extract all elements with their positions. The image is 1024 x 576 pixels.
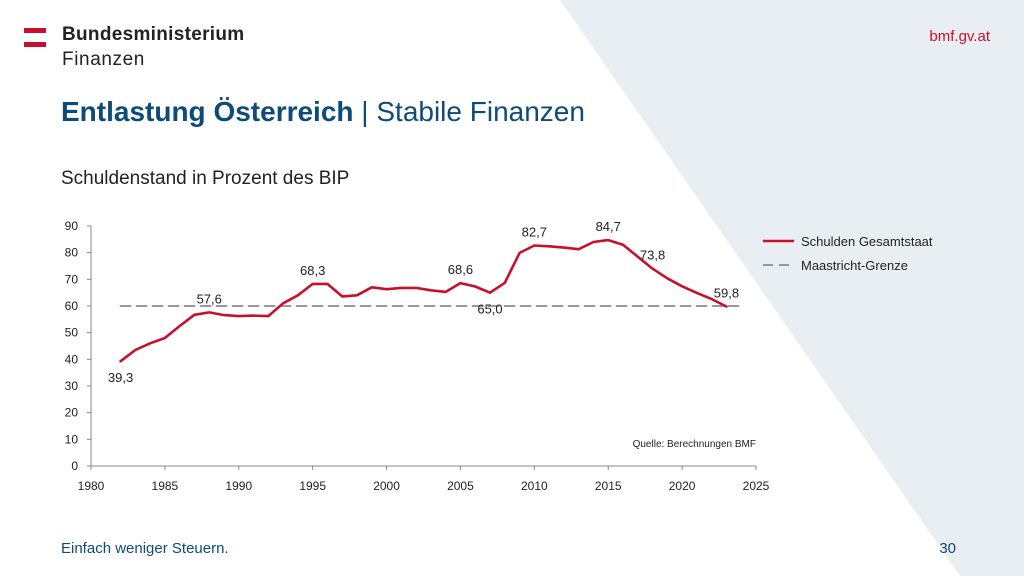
data-label: 84,7 <box>596 219 621 234</box>
y-tick-label: 70 <box>65 272 79 286</box>
x-tick-label: 2025 <box>743 479 770 493</box>
data-label: 68,6 <box>448 262 473 277</box>
chart-axes: 0 10 20 30 40 50 60 70 80 90 1980 1985 1990 1995 2000 2… <box>65 219 770 493</box>
title-bold: Entlastung Österreich <box>61 96 354 127</box>
austrian-flag-icon <box>24 28 46 49</box>
chart-legend: Schulden Gesamtstaat Maastricht-Grenze <box>763 234 933 273</box>
legend-label: Maastricht-Grenze <box>801 258 908 273</box>
data-label: 59,8 <box>714 286 739 301</box>
y-tick-label: 10 <box>65 432 79 446</box>
x-tick-label: 2015 <box>595 479 622 493</box>
y-tick-label: 60 <box>65 299 79 313</box>
data-label: 65,0 <box>477 302 502 317</box>
y-tick-label: 40 <box>65 352 79 366</box>
page-number: 30 <box>939 540 956 557</box>
ministry-name-line1: Bundesministerium <box>62 24 245 45</box>
chart-data-labels: 39,3 57,6 68,3 68,6 65,0 82,7 84,7 73,8 59,8 <box>108 219 739 385</box>
x-tick-label: 1990 <box>225 479 252 493</box>
x-tick-label: 1985 <box>152 479 179 493</box>
chart-subtitle: Schuldenstand in Prozent des BIP <box>61 168 350 189</box>
x-tick-label: 2000 <box>373 479 400 493</box>
flag-stripe-top <box>24 28 46 33</box>
x-tick-label: 2005 <box>447 479 474 493</box>
footer-slogan: Einfach weniger Steuern. <box>61 540 229 557</box>
flag-stripe-bottom <box>24 42 46 47</box>
page-title: Entlastung Österreich | Stabile Finanzen <box>61 96 585 128</box>
y-tick-label: 50 <box>65 326 79 340</box>
y-tick-label: 20 <box>65 406 79 420</box>
x-tick-label: 2020 <box>669 479 696 493</box>
y-tick-label: 0 <box>71 459 78 473</box>
y-tick-label: 80 <box>65 246 79 260</box>
data-label: 73,8 <box>640 248 665 263</box>
legend-label: Schulden Gesamtstaat <box>801 234 933 249</box>
y-tick-label: 90 <box>65 219 79 233</box>
data-label: 82,7 <box>522 224 547 239</box>
title-separator: | <box>353 96 377 127</box>
chart-source-annotation: Quelle: Berechnungen BMF <box>633 439 756 450</box>
ministry-name-line2: Finanzen <box>62 49 145 70</box>
website-link[interactable]: bmf.gv.at <box>929 28 990 45</box>
x-tick-label: 1980 <box>78 479 105 493</box>
debt-series-line <box>119 238 728 363</box>
x-tick-label: 2010 <box>521 479 548 493</box>
chart-series <box>119 238 743 363</box>
data-label: 39,3 <box>108 370 133 385</box>
title-regular: Stabile Finanzen <box>376 96 585 127</box>
x-tick-label: 1995 <box>299 479 326 493</box>
data-label: 57,6 <box>197 291 222 306</box>
flag-stripe-middle <box>24 35 46 40</box>
data-label: 68,3 <box>300 263 325 278</box>
y-tick-label: 30 <box>65 379 79 393</box>
